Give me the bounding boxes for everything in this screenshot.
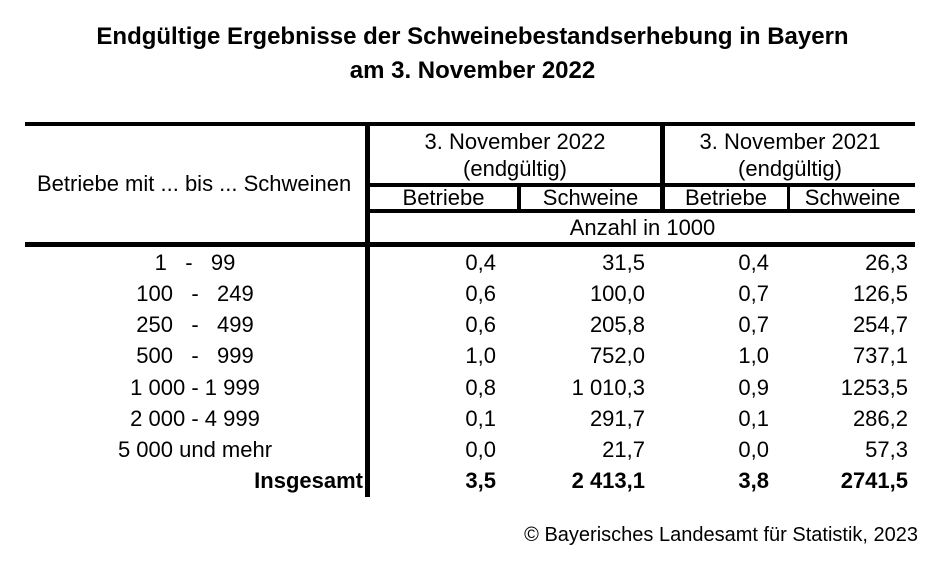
cell-value: 100,0	[589, 280, 645, 306]
row-label: 500 - 999	[136, 343, 254, 369]
row-label: 1 - 99	[154, 249, 236, 275]
table-group-vertical-divider	[660, 122, 665, 213]
cell-value: 57,3	[865, 437, 908, 463]
col-header-betriebe-2022: Betriebe	[402, 185, 485, 210]
cell-value: 0,4	[738, 249, 769, 275]
cell-value: 0,4	[465, 249, 496, 275]
cell-value: 0,6	[465, 312, 496, 338]
cell-value: 1253,5	[840, 374, 908, 400]
table-sub-divider-2021	[787, 183, 790, 213]
column-group-2022-subtitle: (endgültig)	[463, 155, 567, 181]
row-label: 250 - 499	[136, 312, 254, 338]
col-header-betriebe-2021: Betriebe	[685, 185, 767, 210]
table-main-vertical-divider	[365, 122, 370, 497]
cell-value: 205,8	[589, 312, 645, 338]
cell-value: 737,1	[852, 343, 908, 369]
unit-row-label: Anzahl in 1000	[569, 214, 716, 240]
cell-value: 0,7	[738, 280, 769, 306]
total-cell-value: 3,5	[465, 468, 496, 494]
cell-value: 1,0	[738, 343, 769, 369]
cell-value: 291,7	[589, 405, 645, 431]
copyright-note: © Bayerisches Landesamt für Statistik, 2…	[524, 524, 918, 546]
cell-value: 752,0	[589, 343, 645, 369]
pig-census-table: Betriebe mit ... bis ... Schweinen 3. No…	[25, 122, 915, 497]
col-header-schweine-2022: Schweine	[542, 185, 639, 210]
table-top-border	[25, 122, 915, 126]
cell-value: 1,0	[465, 343, 496, 369]
cell-value: 0,8	[465, 374, 496, 400]
cell-value: 0,0	[738, 437, 769, 463]
column-group-2021-subtitle: (endgültig)	[738, 155, 842, 181]
cell-value: 0,0	[465, 437, 496, 463]
row-header-label: Betriebe mit ... bis ... Schweinen	[37, 171, 352, 196]
cell-value: 26,3	[865, 249, 908, 275]
col-header-schweine-2021: Schweine	[804, 185, 901, 210]
cell-value: 254,7	[852, 312, 908, 338]
row-label: 2 000 - 4 999	[130, 405, 260, 431]
total-cell-value: 2 413,1	[571, 468, 645, 494]
total-row-label: Insgesamt	[254, 468, 363, 494]
table-header-rule-2	[370, 209, 915, 213]
total-cell-value: 2741,5	[840, 468, 908, 494]
cell-value: 0,9	[738, 374, 769, 400]
row-label: 1 000 - 1 999	[130, 374, 260, 400]
column-group-2021-title: 3. November 2021	[699, 128, 881, 154]
cell-value: 0,1	[738, 405, 769, 431]
cell-value: 0,1	[465, 405, 496, 431]
column-group-2022: 3. November 2022 (endgültig)	[370, 126, 660, 183]
cell-value: 1 010,3	[571, 374, 645, 400]
table-header-bottom-rule	[25, 242, 915, 247]
row-label: 5 000 und mehr	[117, 437, 273, 463]
column-group-2021: 3. November 2021 (endgültig)	[665, 126, 915, 183]
cell-value: 126,5	[852, 280, 908, 306]
row-label: 100 - 249	[136, 280, 254, 306]
cell-value: 21,7	[602, 437, 645, 463]
cell-value: 31,5	[602, 249, 645, 275]
column-group-2022-title: 3. November 2022	[424, 128, 606, 154]
cell-value: 0,6	[465, 280, 496, 306]
table-header-rule-1	[370, 183, 915, 187]
total-cell-value: 3,8	[738, 468, 769, 494]
title-line-2: am 3. November 2022	[349, 57, 596, 84]
page-title: Endgültige Ergebnisse der Schweinebestan…	[0, 20, 945, 88]
table-sub-divider-2022	[517, 183, 521, 213]
cell-value: 0,7	[738, 312, 769, 338]
title-line-1: Endgültige Ergebnisse der Schweinebestan…	[96, 23, 849, 50]
cell-value: 286,2	[852, 405, 908, 431]
